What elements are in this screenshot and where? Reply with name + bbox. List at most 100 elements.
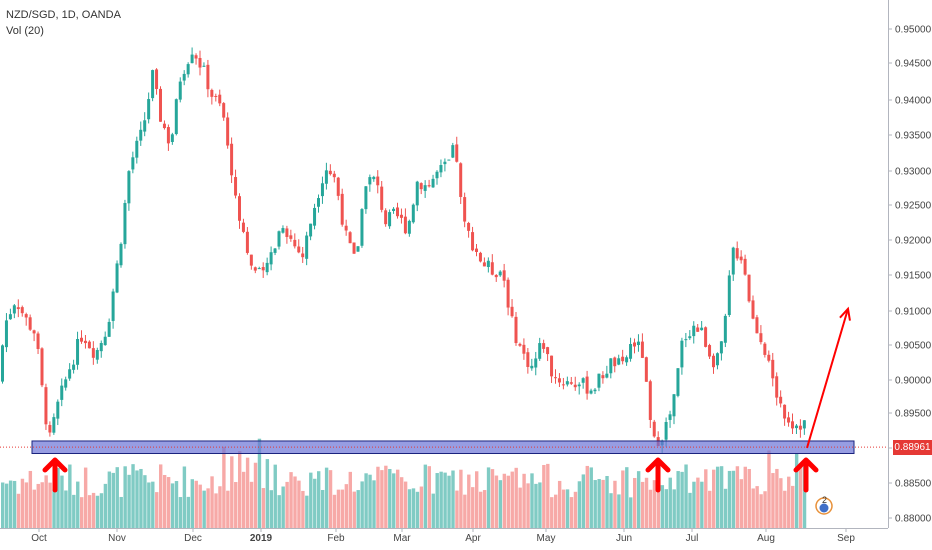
volume-bar xyxy=(230,456,234,528)
candle-body xyxy=(356,246,360,252)
volume-bar xyxy=(617,494,621,528)
candle-body xyxy=(40,348,44,386)
volume-bar xyxy=(431,493,435,528)
volume-bar xyxy=(174,481,179,528)
volume-bar xyxy=(640,481,645,528)
x-tick-label: Nov xyxy=(108,533,126,544)
volume-bar xyxy=(238,451,242,528)
support-zone[interactable] xyxy=(0,440,888,455)
candle-body xyxy=(506,279,510,308)
candle-body xyxy=(431,178,435,188)
candle-body xyxy=(727,275,731,315)
volume-bar xyxy=(423,464,428,528)
up-arrow-head xyxy=(793,457,819,473)
volume-bar xyxy=(621,470,625,528)
candle-body xyxy=(309,223,313,237)
candle-body xyxy=(522,344,526,354)
candle-body xyxy=(629,344,633,359)
volume-bar xyxy=(265,459,270,528)
candle-body xyxy=(399,214,403,218)
candle-body xyxy=(538,343,542,359)
volume-bar xyxy=(601,479,605,528)
volume-bar xyxy=(625,467,629,528)
candle-body xyxy=(648,381,652,420)
volume-bar xyxy=(392,473,396,528)
volume-bar xyxy=(52,489,56,528)
volume-bar xyxy=(526,483,530,528)
volume-bar xyxy=(755,486,759,528)
candle-body xyxy=(403,216,407,234)
alert-badge-icon[interactable] xyxy=(814,496,834,516)
volume-bar xyxy=(680,471,684,528)
volume-bar xyxy=(719,466,724,528)
candle-body xyxy=(565,381,569,385)
volume-bar xyxy=(644,477,649,528)
volume-bar xyxy=(328,470,333,528)
candle-body xyxy=(218,94,222,104)
candle-body xyxy=(644,357,648,382)
candle-body xyxy=(186,64,190,75)
volume-bar xyxy=(206,488,210,528)
volume-bar xyxy=(771,473,775,528)
volume-bar xyxy=(182,466,187,528)
volume-bar xyxy=(269,490,273,528)
symbol-title[interactable]: NZD/SGD, 1D, OANDA xyxy=(6,9,121,21)
x-tick-label: Feb xyxy=(327,533,345,544)
volume-bar xyxy=(407,489,412,528)
volume-bar xyxy=(107,471,112,528)
candle-body xyxy=(396,207,399,217)
candle-body xyxy=(700,327,704,331)
candle-body xyxy=(546,347,550,355)
volume-bar xyxy=(802,463,807,528)
y-tick-label: 0.92000 xyxy=(895,236,932,247)
volume-bar xyxy=(320,489,325,528)
candle-body xyxy=(166,127,170,144)
time-axis[interactable]: Oct Nov Dec 2019 Feb Mar Apr May Jun Jul Aug Sep xyxy=(0,528,888,544)
volume-bar xyxy=(166,477,171,528)
volume-bar xyxy=(443,472,447,528)
volume-indicator-label[interactable]: Vol (20) xyxy=(6,25,44,37)
candle-body xyxy=(87,341,91,349)
candle-body xyxy=(222,103,226,118)
y-tick-label: 0.94000 xyxy=(895,96,932,107)
candle-body xyxy=(743,258,747,275)
candle-body xyxy=(672,394,676,417)
volume-bar xyxy=(597,479,601,528)
candle-body xyxy=(581,378,585,383)
candle-body xyxy=(783,404,787,419)
volume-bar xyxy=(684,464,688,528)
candle-body xyxy=(348,232,352,244)
candle-body xyxy=(210,89,214,97)
volume-bar xyxy=(218,486,222,528)
candle-body xyxy=(526,352,530,367)
volume-bar xyxy=(111,472,115,528)
candle-body xyxy=(115,263,119,293)
candle-body xyxy=(155,69,159,90)
candle-body xyxy=(621,356,625,362)
volume-bar xyxy=(486,467,491,528)
candle-body xyxy=(443,161,447,165)
candle-body xyxy=(273,248,277,253)
candle-body xyxy=(151,70,155,99)
volume-bar xyxy=(399,477,404,528)
volume-bar xyxy=(585,465,589,528)
candle-body xyxy=(360,209,364,246)
volume-bar xyxy=(403,481,408,528)
candle-body xyxy=(625,357,629,363)
volume-bar xyxy=(76,481,80,528)
volume-bar xyxy=(656,466,661,528)
projection-arrow-line xyxy=(806,308,849,449)
candle-body xyxy=(226,117,230,146)
candle-body xyxy=(261,267,265,271)
candle-body xyxy=(147,99,151,120)
volume-bar xyxy=(340,489,345,528)
y-tick-label: 0.95000 xyxy=(895,25,932,36)
volume-bar xyxy=(791,485,795,528)
candle-body xyxy=(550,355,554,377)
last-price-label: 0.88961 xyxy=(893,439,932,455)
x-tick-label: Mar xyxy=(393,533,411,544)
volume-bar xyxy=(411,488,416,528)
candles xyxy=(1,47,806,454)
candle-body xyxy=(802,420,806,429)
